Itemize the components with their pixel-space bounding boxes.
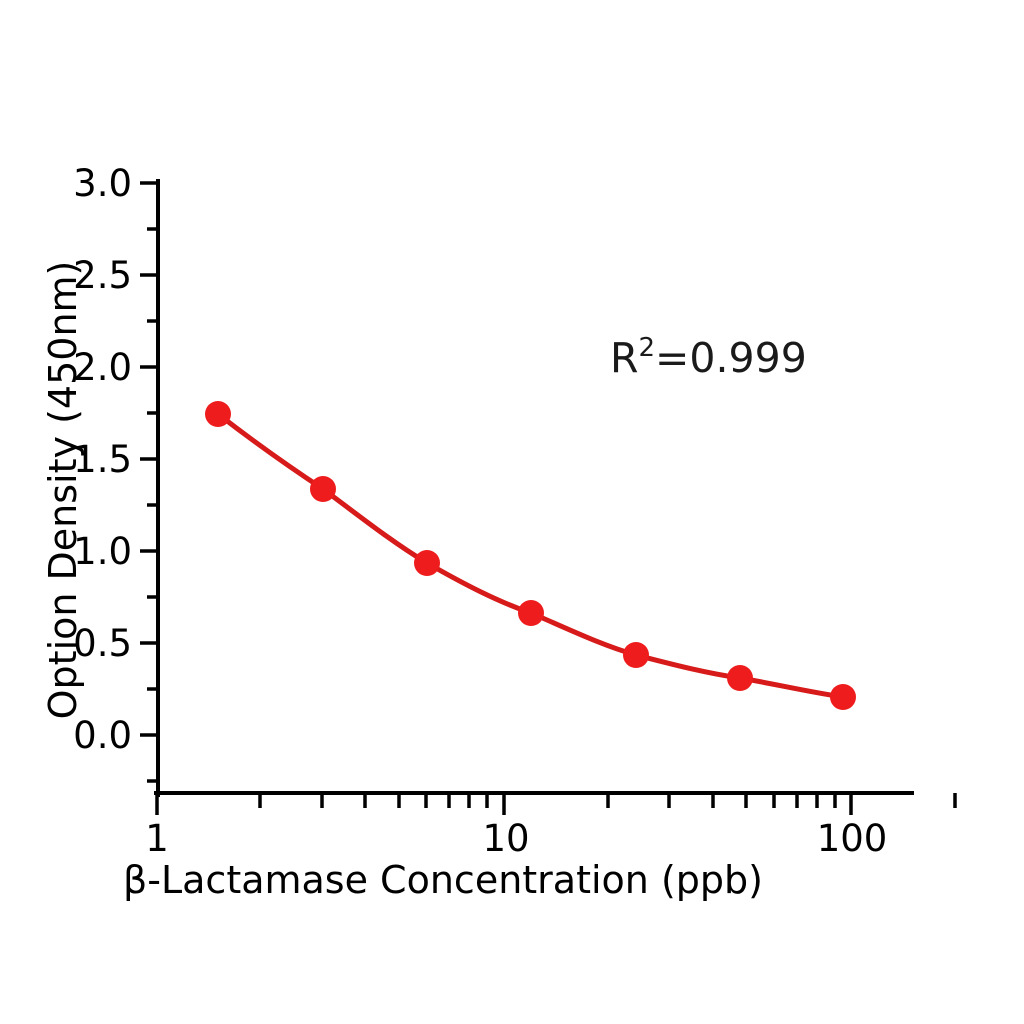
- y-axis-tick-labels: 3.0 2.5 2.0 1.5 1.0 0.5 0.0: [73, 162, 132, 757]
- y-tick-label-3.0: 3.0: [73, 162, 132, 205]
- y-tick-label-0.0: 0.0: [73, 714, 132, 757]
- series-markers: [205, 401, 856, 710]
- data-point-2: [310, 476, 336, 502]
- data-point-1: [205, 401, 231, 427]
- r-squared-superscript: 2: [639, 333, 656, 363]
- y-tick-label-2.5: 2.5: [73, 254, 132, 297]
- data-point-5: [623, 642, 649, 668]
- data-point-4: [518, 600, 544, 626]
- x-tick-label-100: 100: [817, 817, 888, 860]
- axis-titles: Option Density (450nm) β-Lactamase Conce…: [41, 261, 763, 902]
- data-point-6: [727, 665, 753, 691]
- data-point-3: [414, 550, 440, 576]
- x-tick-label-1: 1: [145, 817, 169, 860]
- data-point-7: [830, 684, 856, 710]
- x-axis-major-ticks: [155, 793, 853, 815]
- y-tick-label-1.0: 1.0: [73, 530, 132, 573]
- x-axis-tick-labels: 1 10 100: [145, 817, 887, 860]
- x-tick-label-10: 10: [482, 817, 529, 860]
- r-squared-prefix: R: [610, 334, 639, 382]
- y-tick-label-0.5: 0.5: [73, 622, 132, 665]
- r-squared-text: R2=0.999: [610, 333, 807, 382]
- y-axis-major-ticks: [140, 181, 158, 737]
- r-squared-annotation: R2=0.999: [610, 333, 807, 382]
- axis-group: [154, 179, 914, 797]
- y-axis-minor-ticks: [147, 227, 158, 783]
- x-axis-minor-ticks: [258, 793, 957, 808]
- y-tick-label-2.0: 2.0: [73, 346, 132, 389]
- y-tick-label-1.5: 1.5: [73, 438, 132, 481]
- x-axis-title: β-Lactamase Concentration (ppb): [123, 858, 763, 902]
- r-squared-value: =0.999: [655, 334, 807, 382]
- data-series-standard-curve: [205, 401, 856, 710]
- series-line-path: [215, 411, 846, 700]
- y-axis-title: Option Density (450nm): [41, 261, 85, 720]
